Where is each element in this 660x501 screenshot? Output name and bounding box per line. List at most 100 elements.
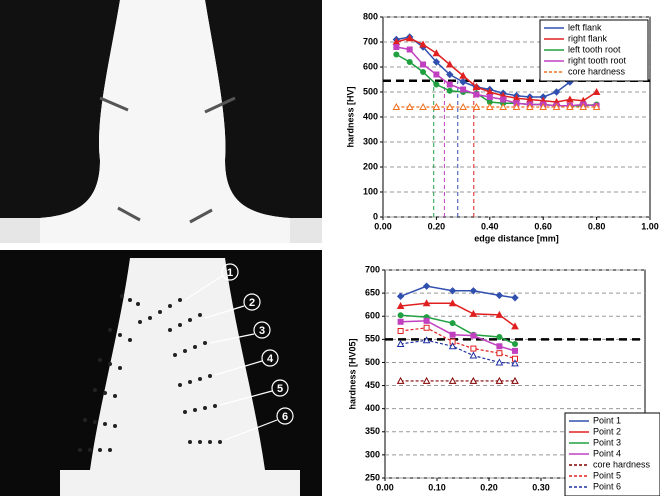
point: [397, 318, 404, 325]
point: [566, 95, 574, 103]
point: [432, 58, 441, 66]
point: [473, 91, 480, 98]
point: [469, 287, 478, 295]
point: [448, 342, 457, 350]
point: [422, 282, 431, 290]
point: [496, 343, 503, 350]
point: [592, 87, 601, 95]
point: [485, 102, 494, 110]
point: [405, 102, 414, 110]
legend-label: right flank: [568, 33, 608, 43]
marker-label: 6: [282, 411, 288, 423]
point: [419, 40, 427, 48]
point: [449, 320, 456, 327]
series-line: [400, 339, 516, 364]
point: [511, 376, 519, 384]
point: [499, 102, 507, 110]
point: [445, 60, 454, 68]
series-line: [396, 37, 598, 103]
y-tick-label: 250: [365, 472, 380, 482]
y-tick-label: 450: [365, 380, 380, 390]
point: [459, 102, 467, 110]
y-tick-label: 200: [363, 161, 378, 171]
y-tick-label: 800: [363, 11, 378, 21]
legend-label: right tooth root: [568, 55, 627, 65]
y-tick-label: 600: [363, 61, 378, 71]
marker-label: 2: [249, 297, 255, 309]
point: [526, 102, 534, 110]
point: [445, 102, 454, 110]
point: [512, 102, 521, 110]
y-tick-label: 400: [365, 403, 380, 413]
point: [486, 94, 493, 100]
legend-label: Point 5: [593, 470, 621, 480]
marker-label: 4: [267, 353, 274, 365]
point: [419, 102, 427, 110]
point: [460, 86, 467, 93]
point: [552, 88, 561, 96]
marker-label: 3: [259, 325, 265, 337]
point: [422, 336, 431, 344]
point: [459, 71, 467, 79]
point: [420, 61, 427, 68]
y-tick-label: 700: [363, 36, 378, 46]
point: [423, 324, 430, 331]
y-tick-label: 100: [363, 186, 378, 196]
legend-label: Point 1: [593, 415, 621, 425]
x-tick-label: 0.00: [374, 221, 392, 231]
marker-label: 1: [227, 267, 233, 279]
y-axis-label: hardness [HV]: [345, 86, 355, 147]
point: [566, 102, 574, 110]
point: [539, 102, 548, 110]
y-tick-label: 550: [365, 334, 380, 344]
point: [500, 96, 507, 103]
point: [472, 102, 481, 110]
point: [511, 359, 519, 367]
point: [552, 102, 561, 110]
point: [396, 376, 405, 384]
point: [396, 339, 405, 347]
point: [470, 345, 477, 352]
photo-bottom: 1 2 3 4 5 6: [0, 250, 322, 496]
y-tick-label: 300: [363, 136, 378, 146]
legend-label: left tooth root: [568, 44, 621, 54]
point: [393, 51, 400, 58]
x-tick-label: 0.20: [428, 221, 446, 231]
point: [448, 287, 457, 295]
x-tick-label: 0.10: [428, 482, 446, 492]
y-axis-label: hardness [HV05]: [347, 338, 357, 409]
x-tick-label: 0.30: [532, 482, 550, 492]
point: [406, 46, 413, 53]
point: [432, 102, 441, 110]
point: [432, 49, 441, 57]
point: [422, 299, 431, 307]
legend-label: Point 3: [593, 437, 621, 447]
point: [396, 302, 405, 310]
photo-top: [0, 0, 322, 243]
point: [396, 292, 405, 301]
point: [423, 317, 430, 324]
point: [512, 340, 518, 347]
legend-label: Point 6: [593, 481, 621, 491]
x-axis-label: edge distance [mm]: [474, 233, 559, 243]
point: [392, 102, 401, 110]
y-tick-label: 500: [365, 357, 380, 367]
legend-label: Point 2: [593, 426, 621, 436]
series-line: [396, 46, 597, 107]
point: [469, 309, 478, 317]
point: [496, 350, 503, 357]
point: [579, 102, 588, 110]
point: [448, 299, 457, 307]
point: [420, 69, 427, 75]
legend-label: Point 4: [593, 448, 621, 458]
point: [495, 358, 504, 366]
legend-label: left flank: [568, 22, 602, 32]
y-tick-label: 600: [365, 311, 380, 321]
point: [397, 328, 404, 335]
point: [470, 332, 477, 339]
point: [511, 322, 519, 330]
point: [592, 102, 601, 110]
point: [446, 81, 453, 88]
point: [496, 334, 503, 341]
